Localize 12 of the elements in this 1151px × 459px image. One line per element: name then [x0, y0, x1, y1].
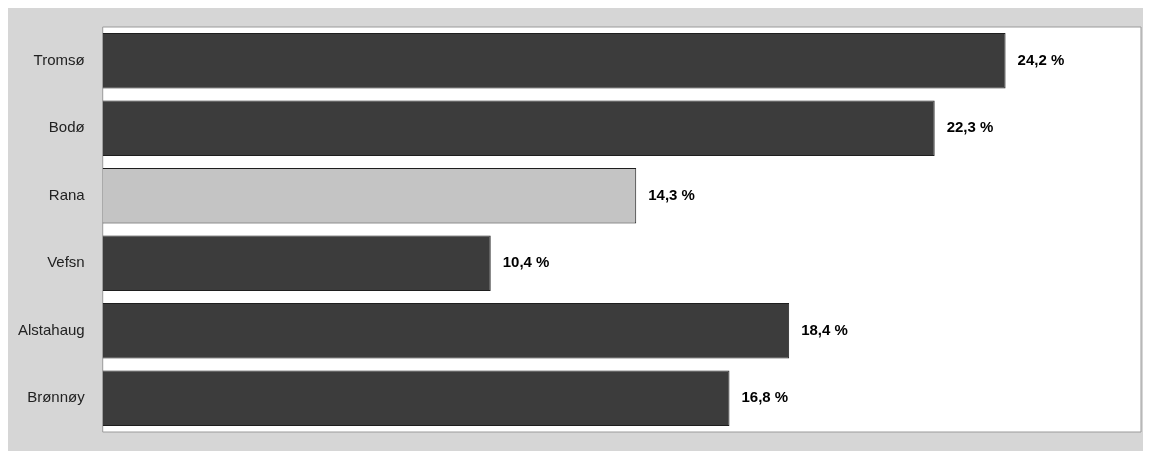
y-tick-label: Tromsø [33, 50, 85, 68]
data-label: 16,8 % [741, 388, 789, 406]
y-tick-label: Vefsn [47, 253, 85, 271]
data-label: 14,3 % [648, 185, 695, 203]
data-label: 10,4 % [502, 253, 550, 271]
y-tick-label: Alstahaug [18, 320, 85, 338]
y-tick-label: Brønnøy [27, 388, 86, 406]
data-label: 18,4 % [801, 320, 848, 338]
data-label: 22,3 % [946, 118, 994, 136]
data-label: 24,2 % [1017, 50, 1065, 68]
y-tick-label: Bodø [48, 118, 85, 136]
y-tick-label: Rana [48, 185, 86, 203]
